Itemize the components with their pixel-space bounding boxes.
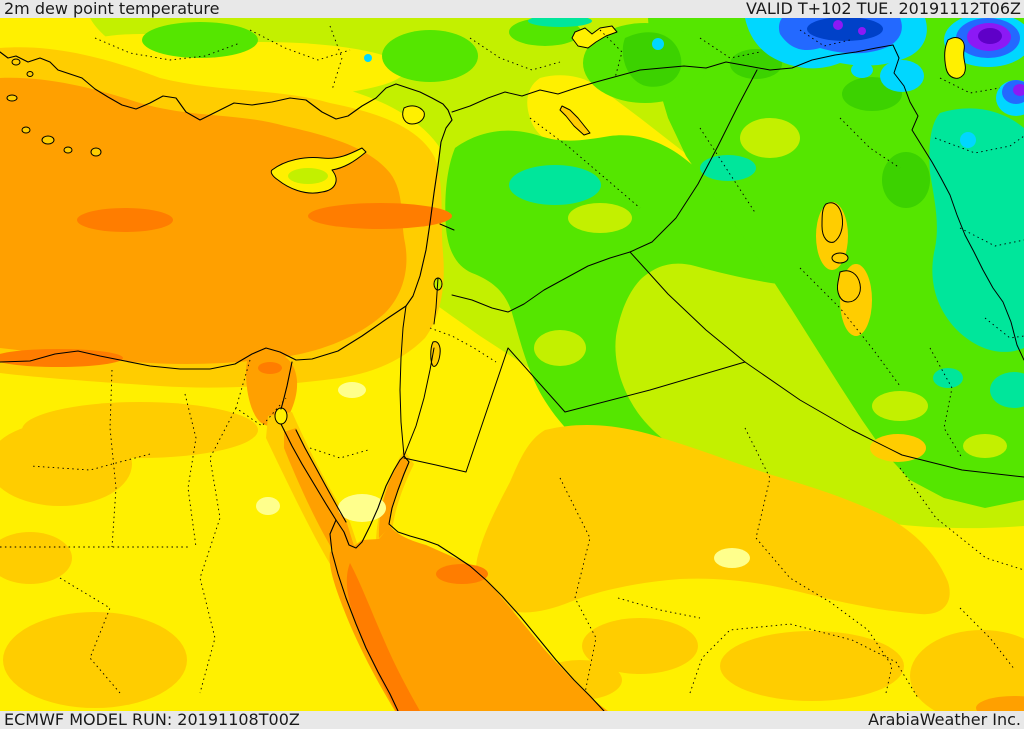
lake-tuz <box>402 105 425 125</box>
border-jordan-saudi <box>403 347 746 473</box>
border-syria-iraq <box>629 69 758 253</box>
bitter-lake <box>274 407 288 425</box>
border-israel-egypt <box>399 305 407 457</box>
border-jordan-syria <box>451 251 631 313</box>
coastlines <box>0 51 605 711</box>
lake-van <box>571 25 618 49</box>
dead-sea <box>430 341 441 367</box>
border-iran <box>892 44 1024 361</box>
map-title: 2m dew point temperature <box>4 0 220 18</box>
weather-map-svg <box>0 18 1024 711</box>
header-bar: 2m dew point temperature VALID T+102 TUE… <box>0 0 1024 18</box>
country-borders <box>399 44 1024 478</box>
border-israel-jordan <box>403 277 439 457</box>
valid-time-label: VALID T+102 TUE. 20191112T06Z <box>745 0 1021 18</box>
contour-fills <box>0 18 1024 711</box>
map-canvas <box>0 18 1024 711</box>
border-saudi-iraq <box>744 361 1024 478</box>
admin-borders <box>0 25 1024 699</box>
lake-urmia <box>944 37 966 79</box>
lakes <box>6 25 966 425</box>
lake-assad <box>559 105 591 136</box>
lake-habbaniyah <box>831 252 849 264</box>
credit-label: ArabiaWeather Inc. <box>868 710 1021 729</box>
footer-bar: ECMWF MODEL RUN: 20191108T00Z ArabiaWeat… <box>0 711 1024 729</box>
border-jordan-iraq <box>629 251 746 363</box>
lake-tharthar <box>821 202 843 243</box>
border-lebanon <box>439 223 455 231</box>
model-run-label: ECMWF MODEL RUN: 20191108T00Z <box>4 710 300 729</box>
border-turkey-syria <box>451 44 894 113</box>
lake-razzaza <box>837 270 861 303</box>
